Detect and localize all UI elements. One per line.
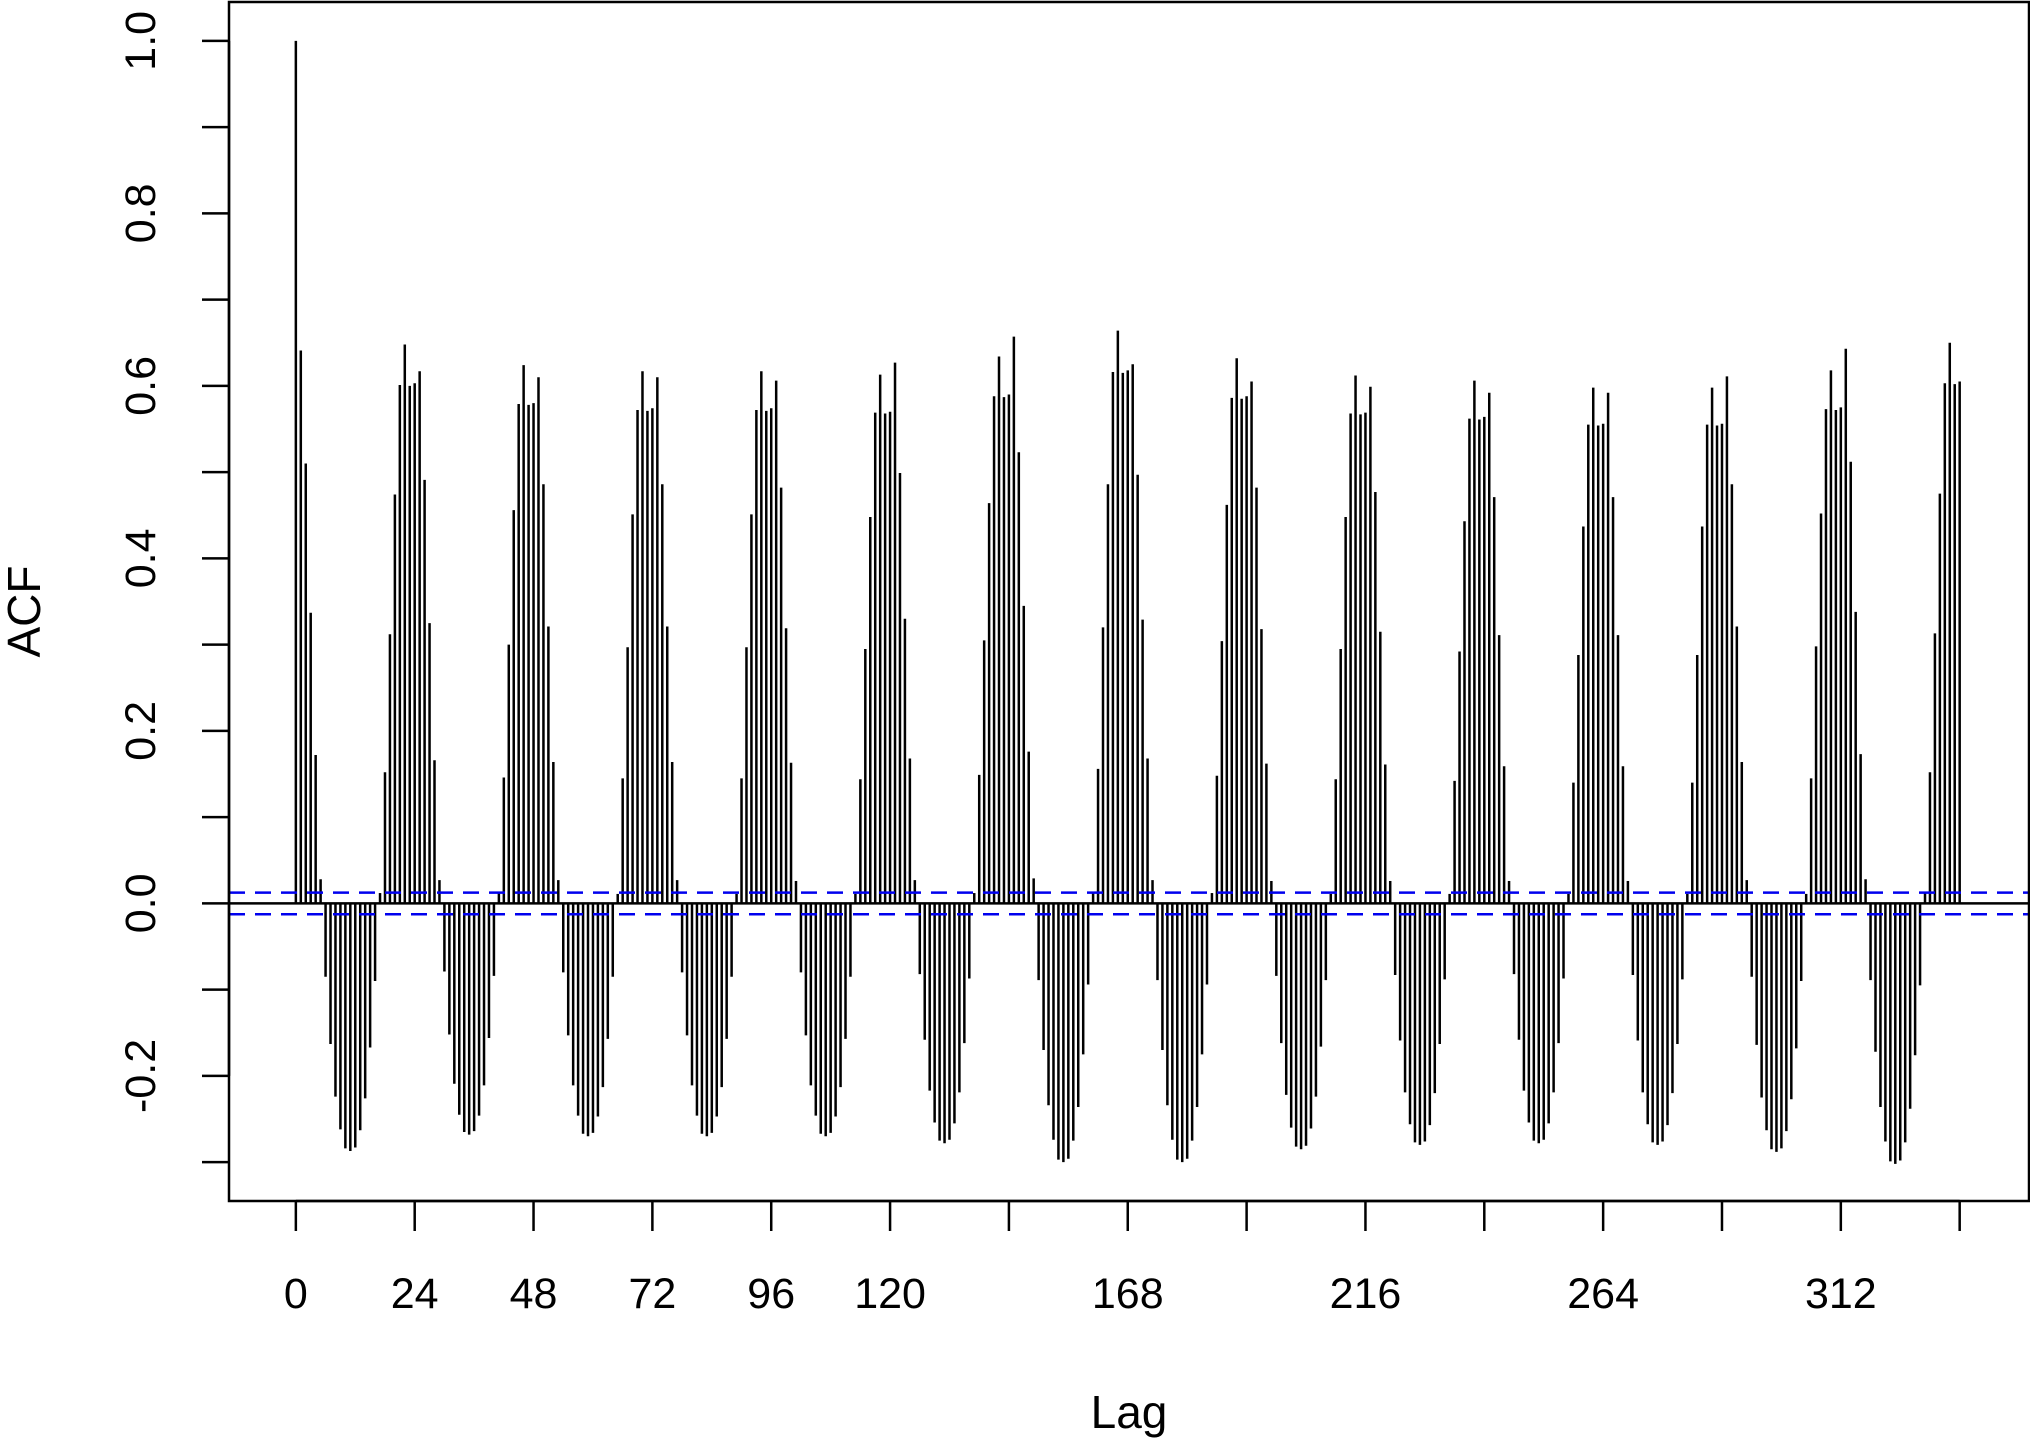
acf-bars [294,40,1961,1164]
x-tick-label: 96 [747,1270,795,1318]
x-axis: 0 24 48 72 96 120 168 216 264 312 [284,1199,1961,1318]
x-tick-label: 312 [1805,1270,1877,1318]
y-tick-label: -0.2 [117,1039,165,1113]
x-tick-label: 48 [510,1270,558,1318]
x-axis-title: Lag [1091,1386,1168,1438]
x-tick-label: 264 [1567,1270,1639,1318]
y-tick-label: 0.8 [117,183,165,243]
y-tick-label: 0.0 [117,874,165,934]
y-axis-title: ACF [0,566,50,658]
y-tick-label: 0.2 [117,701,165,761]
x-tick-label: 24 [391,1270,439,1318]
y-axis: -0.2 0.0 0.2 0.4 0.6 0.8 1.0 [117,11,231,1164]
y-tick-label: 0.4 [117,528,165,588]
x-tick-label: 216 [1330,1270,1402,1318]
y-tick-label: 0.6 [117,356,165,416]
x-tick-label: 168 [1092,1270,1164,1318]
y-tick-label: 1.0 [117,11,165,71]
x-tick-label: 0 [284,1270,308,1318]
x-tick-label: 72 [628,1270,676,1318]
x-tick-label: 120 [854,1270,926,1318]
